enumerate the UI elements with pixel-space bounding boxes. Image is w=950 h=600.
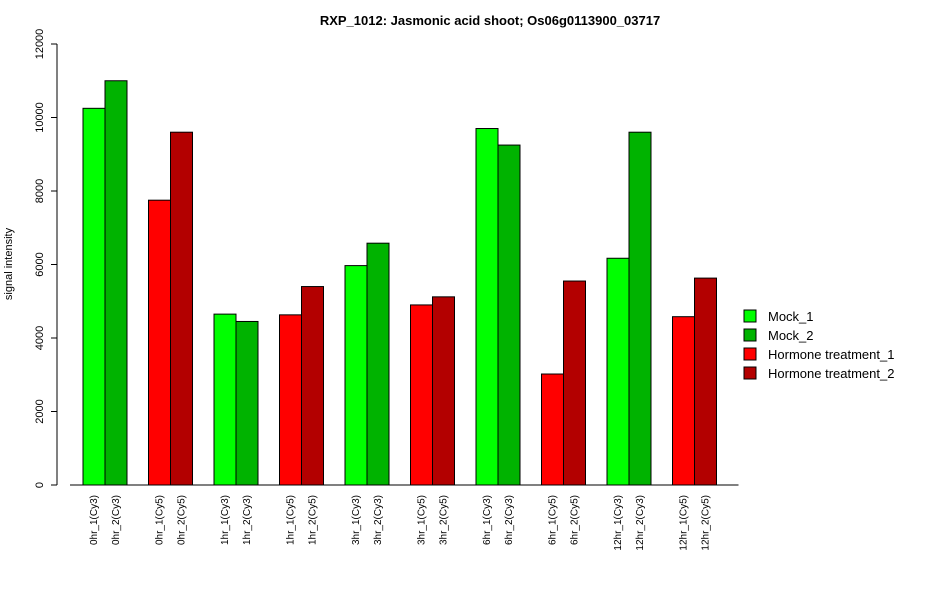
bar (344, 265, 368, 486)
x-tick-label: 3hr_1(Cy3) (351, 495, 362, 545)
chart-title: RXP_1012: Jasmonic acid shoot; Os06g0113… (320, 13, 660, 28)
y-tick-label: 10000 (34, 102, 46, 133)
x-tick-label: 3hr_2(Cy5) (439, 495, 450, 545)
bar (148, 199, 171, 486)
x-tick-label: 6hr_1(Cy5) (548, 495, 559, 545)
x-tick-label: 6hr_1(Cy3) (482, 495, 493, 545)
x-tick-label: 3hr_2(Cy3) (373, 495, 384, 545)
bar (104, 80, 128, 486)
bar (279, 314, 302, 486)
x-tick-label: 6hr_2(Cy5) (570, 495, 581, 545)
y-axis-label: signal intensity (3, 227, 15, 300)
x-tick-label: 12hr_2(Cy3) (635, 495, 646, 551)
x-tick-label: 12hr_2(Cy5) (701, 495, 712, 551)
y-tick-label: 4000 (34, 326, 46, 350)
y-tick-label: 12000 (34, 29, 46, 60)
bar (541, 373, 564, 486)
bar (497, 144, 521, 486)
bar (301, 286, 324, 486)
bar (432, 296, 455, 486)
x-tick-label: 6hr_2(Cy3) (504, 495, 515, 545)
bar (563, 280, 586, 486)
legend-swatch (743, 328, 757, 342)
x-tick-label: 1hr_2(Cy5) (308, 495, 319, 545)
y-axis: 0 2000 4000 6000 8000 10000 12000 (34, 29, 739, 488)
legend-swatch (743, 347, 757, 361)
x-tick-label: 1hr_1(Cy3) (220, 495, 231, 545)
y-tick-label: 6000 (34, 252, 46, 276)
x-tick-label: 1hr_1(Cy5) (286, 495, 297, 545)
legend-swatch (743, 309, 757, 323)
x-tick-label: 0hr_2(Cy3) (111, 495, 122, 545)
bar (235, 320, 259, 486)
x-tick-label: 12hr_1(Cy3) (613, 495, 624, 551)
x-tick-label: 0hr_1(Cy3) (89, 495, 100, 545)
bar (410, 304, 433, 486)
bar (628, 131, 652, 486)
bars (82, 80, 717, 486)
bar (82, 107, 106, 486)
x-tick-label: 0hr_1(Cy5) (155, 495, 166, 545)
x-tick-label: 3hr_1(Cy5) (417, 495, 428, 545)
bar (366, 242, 390, 486)
x-tick-labels: 0hr_1(Cy3) 0hr_2(Cy3) 0hr_1(Cy5) 0hr_2(Cy5)… (89, 495, 712, 551)
y-tick-label: 8000 (34, 179, 46, 203)
legend: Mock_1 Mock_2 Hormone treatment_1 Hormone t… (743, 309, 894, 381)
x-tick-label: 1hr_2(Cy3) (242, 495, 253, 545)
bar (170, 131, 193, 486)
legend-label: Mock_1 (768, 309, 814, 324)
y-tick-label: 2000 (34, 399, 46, 423)
bar (694, 277, 717, 486)
legend-label: Hormone treatment_2 (768, 366, 894, 381)
bar (606, 257, 630, 486)
legend-label: Hormone treatment_1 (768, 347, 894, 362)
y-tick-label: 0 (34, 482, 46, 488)
bar (213, 313, 237, 486)
x-tick-label: 0hr_2(Cy5) (177, 495, 188, 545)
bar (475, 128, 499, 486)
x-tick-label: 12hr_1(Cy5) (679, 495, 690, 551)
legend-label: Mock_2 (768, 328, 814, 343)
legend-swatch (743, 366, 757, 380)
bar (672, 316, 695, 486)
